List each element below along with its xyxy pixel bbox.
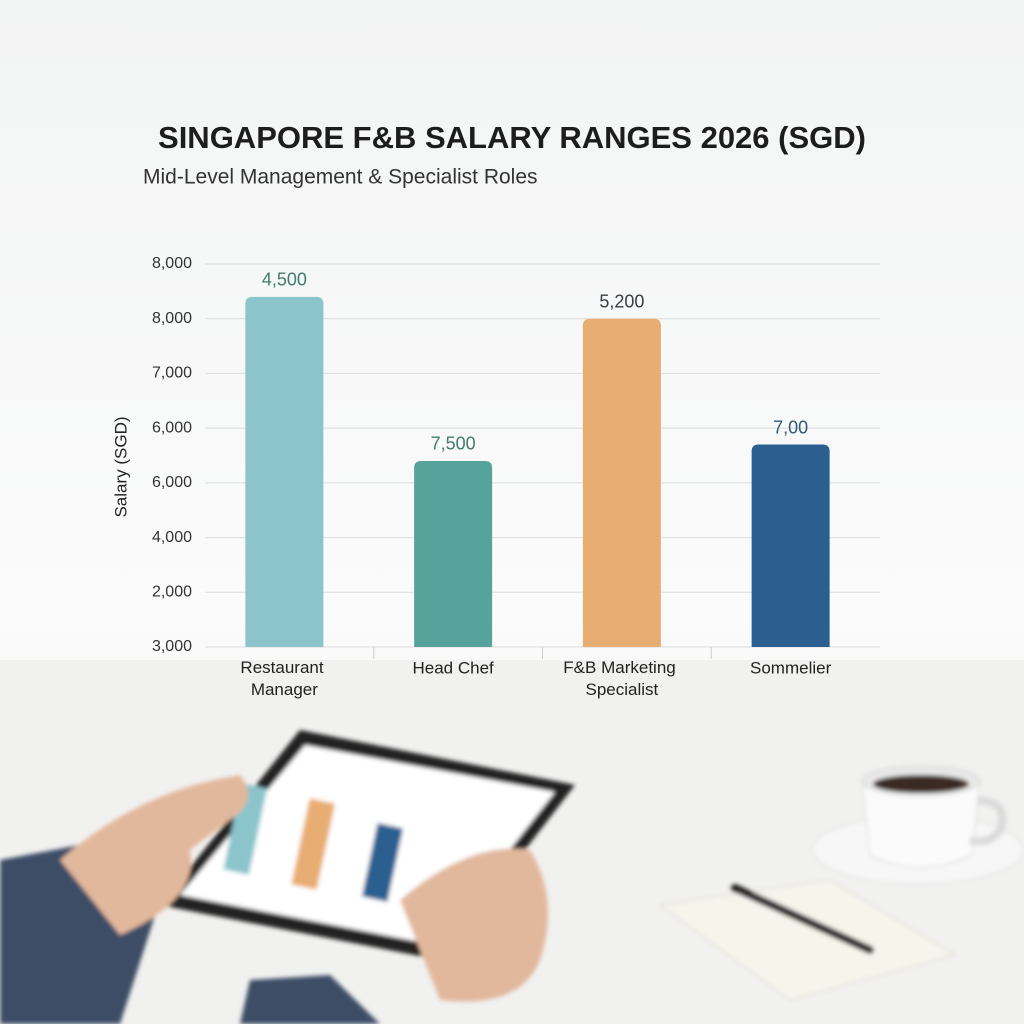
bar <box>414 460 493 647</box>
chart-title: SINGAPORE F&B SALARY RANGES 2026 (SGD) <box>158 120 866 155</box>
y-tick-label: 8,000 <box>152 310 192 327</box>
x-tick-label: Restaurant Manager <box>240 658 328 699</box>
y-tick-label: 4,000 <box>152 529 192 546</box>
bar <box>245 296 324 647</box>
y-tick-label: 3,000 <box>152 638 192 655</box>
chart-subtitle: Mid-Level Management & Specialist Roles <box>143 166 538 189</box>
value-label: 5,200 <box>599 291 644 311</box>
bar <box>582 318 661 647</box>
y-tick-label: 2,000 <box>152 584 192 601</box>
photo-scene <box>0 730 1024 1024</box>
x-tick-label: Sommelier <box>750 658 832 677</box>
y-axis-label: Salary (SGD) <box>111 416 130 517</box>
x-tick-label: Head Chef <box>412 658 494 677</box>
y-tick-label: 7,000 <box>152 365 192 382</box>
value-label: 7,500 <box>431 434 476 454</box>
value-label: 4,500 <box>262 270 307 290</box>
y-tick-label: 6,000 <box>152 474 192 491</box>
x-tick-label: F&B Marketing Specialist <box>563 658 680 699</box>
y-tick-label: 6,000 <box>152 419 192 436</box>
y-tick-label: 8,000 <box>152 255 192 272</box>
bar <box>751 444 830 647</box>
value-label: 7,00 <box>773 417 808 437</box>
